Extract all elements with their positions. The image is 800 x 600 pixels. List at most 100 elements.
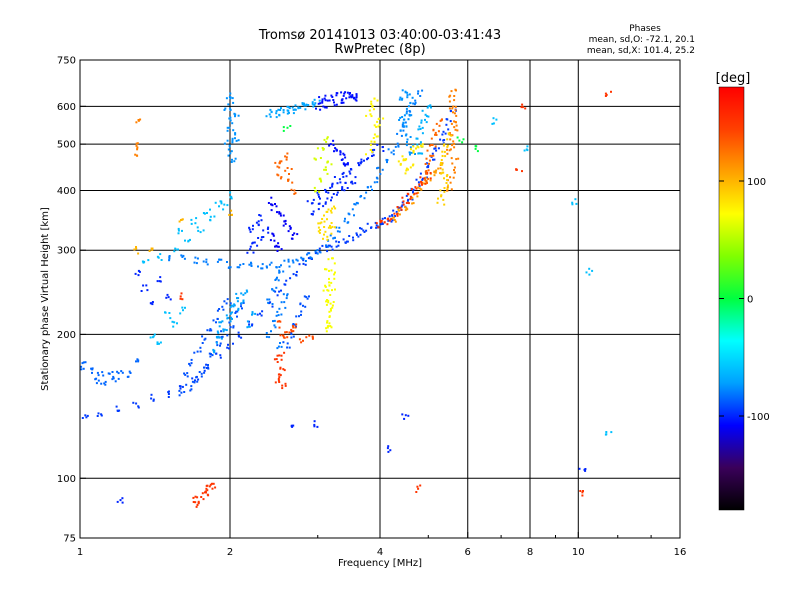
data-point: [345, 175, 348, 178]
data-point: [447, 132, 450, 135]
data-point: [329, 302, 332, 305]
data-point: [409, 101, 412, 104]
data-point: [409, 198, 412, 201]
data-point: [365, 229, 368, 232]
data-point: [208, 352, 211, 355]
data-point: [435, 122, 438, 125]
data-point: [405, 107, 408, 110]
data-point: [421, 126, 424, 129]
x-tick-label: 16: [674, 547, 687, 558]
data-point: [449, 94, 452, 97]
data-point: [417, 487, 420, 490]
data-point: [574, 198, 577, 201]
data-point: [292, 108, 295, 111]
data-point: [221, 335, 224, 338]
data-point: [271, 204, 274, 207]
data-point: [393, 216, 395, 219]
data-point: [275, 266, 278, 269]
data-point: [381, 146, 384, 148]
data-point: [450, 122, 453, 125]
data-point: [351, 208, 354, 211]
data-point: [341, 186, 344, 189]
data-point: [232, 325, 235, 328]
data-point: [81, 417, 84, 419]
data-point: [331, 183, 334, 186]
data-point: [152, 399, 155, 402]
data-point: [419, 95, 422, 97]
data-point: [223, 328, 226, 331]
data-point: [446, 152, 449, 155]
data-point: [331, 289, 333, 292]
data-point: [177, 227, 180, 230]
data-point: [268, 336, 271, 339]
data-point: [139, 118, 142, 121]
data-point: [371, 188, 373, 191]
data-point: [85, 416, 88, 419]
data-point: [222, 308, 225, 311]
data-point: [179, 295, 182, 298]
data-point: [220, 321, 222, 324]
data-point: [174, 247, 177, 250]
data-point: [203, 369, 206, 372]
data-point: [348, 170, 351, 173]
data-point: [450, 157, 453, 160]
data-point: [450, 188, 453, 191]
data-point: [277, 174, 280, 177]
data-point: [134, 153, 137, 156]
data-point: [421, 152, 424, 155]
data-point: [442, 144, 445, 147]
data-point: [265, 115, 268, 118]
data-point: [321, 218, 324, 220]
data-point: [446, 138, 449, 141]
data-point: [391, 219, 394, 222]
data-point: [328, 99, 331, 102]
data-point: [195, 217, 198, 220]
data-point: [410, 151, 413, 154]
data-point: [207, 364, 209, 366]
data-point: [330, 309, 332, 312]
data-point: [340, 159, 343, 161]
data-point: [282, 368, 285, 371]
data-point: [441, 162, 444, 165]
data-point: [424, 176, 427, 179]
data-point: [282, 126, 285, 129]
data-point: [206, 493, 209, 496]
data-point: [298, 338, 301, 341]
data-point: [371, 150, 374, 153]
data-point: [227, 154, 230, 157]
data-point: [333, 101, 335, 104]
data-point: [329, 186, 332, 189]
data-point: [372, 154, 375, 157]
data-point: [456, 136, 459, 139]
data-point: [135, 402, 138, 405]
data-point: [197, 500, 200, 503]
data-point: [326, 172, 329, 175]
data-point: [181, 218, 184, 221]
data-point: [100, 382, 103, 385]
data-point: [405, 112, 408, 115]
data-point: [399, 163, 402, 166]
data-point: [335, 149, 338, 152]
data-point: [248, 263, 251, 266]
data-point: [251, 311, 254, 314]
data-point: [584, 469, 587, 472]
data-point: [235, 310, 238, 313]
data-point: [209, 219, 212, 222]
data-point: [231, 158, 233, 161]
data-point: [275, 205, 278, 208]
data-point: [401, 98, 403, 101]
data-point: [250, 262, 253, 265]
data-point: [328, 281, 331, 284]
data-point: [448, 107, 451, 110]
data-point: [324, 189, 327, 192]
grid-lines: [80, 60, 680, 538]
data-point: [116, 500, 119, 503]
data-point: [260, 314, 263, 317]
data-point: [272, 233, 275, 236]
data-point: [442, 130, 445, 133]
data-point: [181, 306, 184, 309]
data-point: [302, 262, 305, 265]
data-point: [288, 111, 290, 114]
data-point: [359, 162, 362, 165]
data-point: [379, 219, 382, 222]
